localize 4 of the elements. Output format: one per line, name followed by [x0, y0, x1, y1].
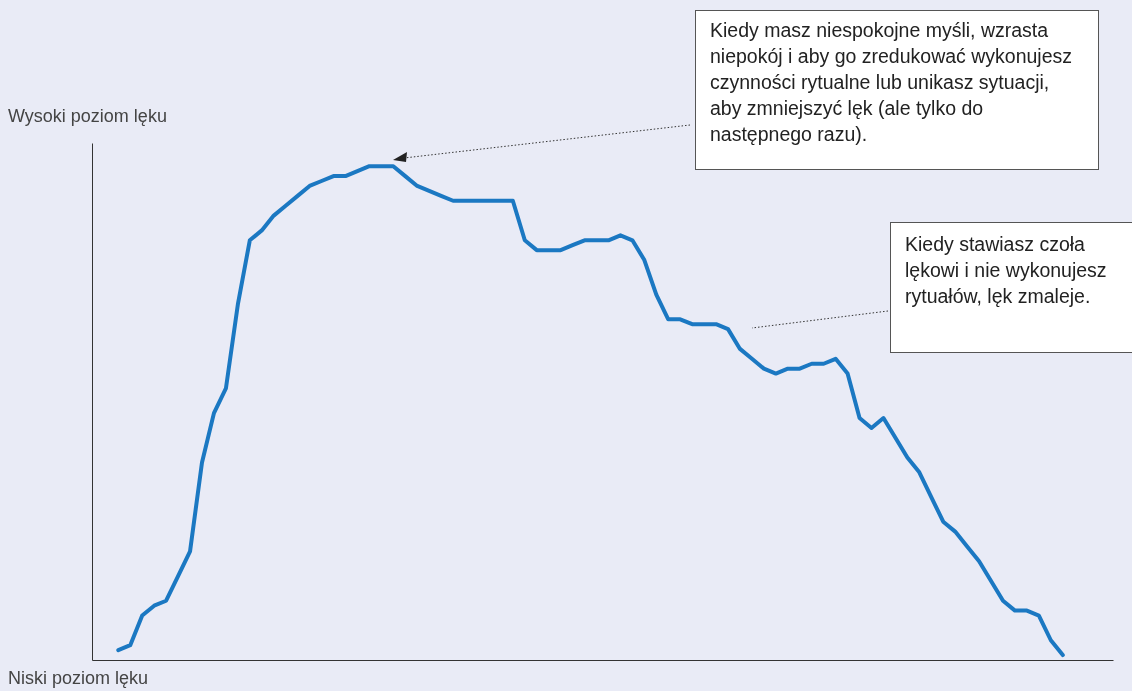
y-axis-title: Wysoki poziom lęku: [8, 106, 167, 127]
callout-box: Kiedy masz niespokojne myśli, wzrasta niepokój i aby go zredukować wykonujesz czynności rytualne lub unikasz sytuacji, aby zmniejszyć lęk (ale tylko do następnego razu).: [695, 10, 1099, 170]
text: Niski poziom lęku: [8, 668, 149, 689]
callout-box: Kiedy stawiasz czoła lękowi i nie wykonujesz rytuałów, lęk zmaleje.: [890, 222, 1132, 353]
